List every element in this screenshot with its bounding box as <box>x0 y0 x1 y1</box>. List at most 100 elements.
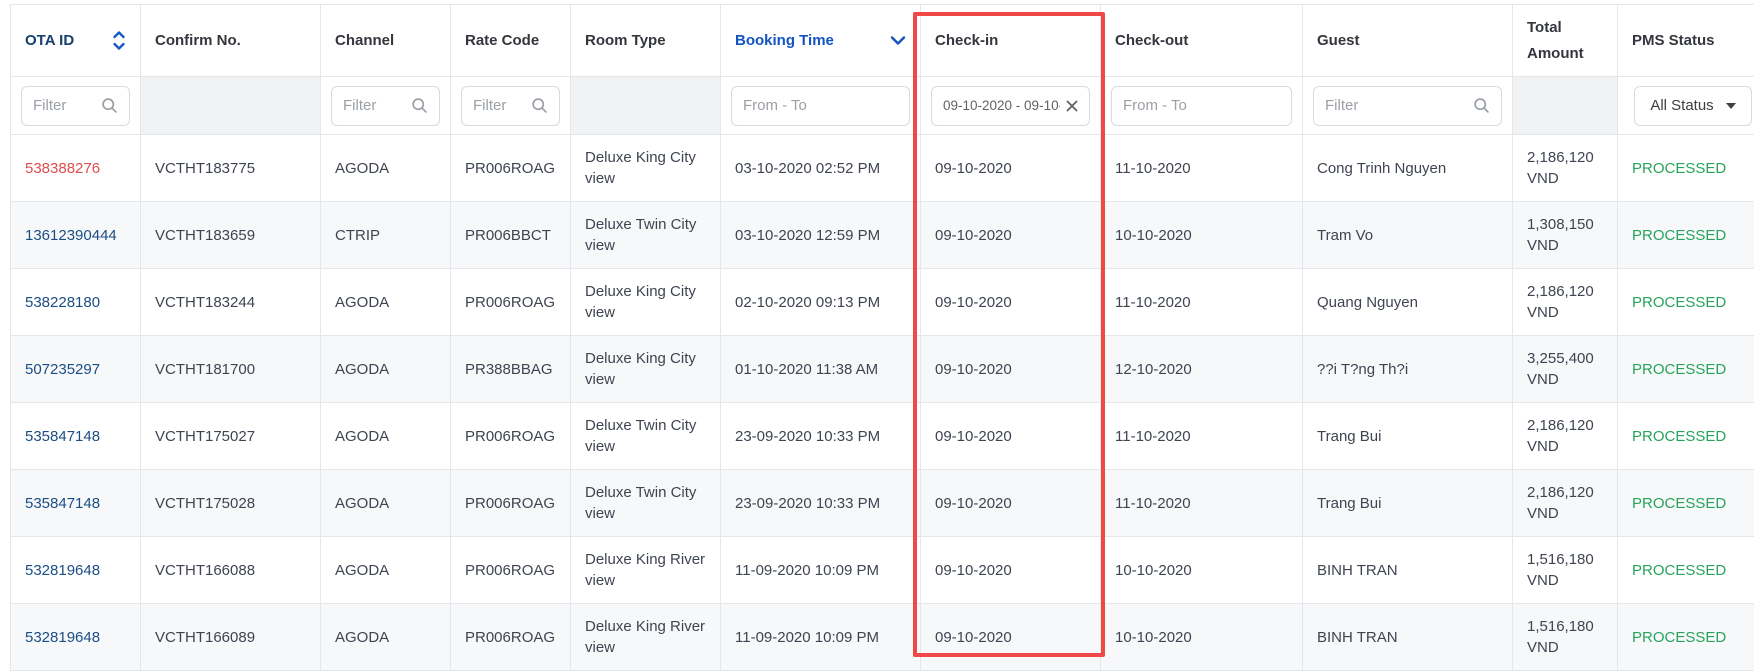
cell-check-in: 09-10-2020 <box>920 402 1101 470</box>
pms-status-select[interactable]: All Status <box>1634 85 1752 126</box>
cell-rate-code: PR006ROAG <box>450 402 571 470</box>
cell-pms-status: PROCESSED <box>1617 134 1754 202</box>
status-badge: PROCESSED <box>1632 628 1727 646</box>
ota-id-header-label: OTA ID <box>25 31 75 49</box>
cell-total-amount: 2,186,120 VND <box>1512 469 1618 537</box>
cell-channel: AGODA <box>320 469 451 537</box>
cell-room-type: Deluxe King City view <box>570 335 721 403</box>
cell-channel: AGODA <box>320 402 451 470</box>
cell-guest: ??i T?ng Th?i <box>1302 335 1513 403</box>
check-in-range-value[interactable]: 09-10-2020 - 09-10-202 <box>943 98 1060 113</box>
cell-pms-status: PROCESSED <box>1617 201 1754 269</box>
search-icon <box>411 97 428 114</box>
cell-channel: AGODA <box>320 134 451 202</box>
column-header-booking-time: Booking Time <box>720 4 921 77</box>
cell-guest: Quang Nguyen <box>1302 268 1513 336</box>
table-row: 13612390444 VCTHT183659 CTRIP PR006BBCT … <box>10 201 1754 269</box>
cell-ota-id: 535847148 <box>10 402 141 470</box>
column-header-rate-code: Rate Code <box>450 4 571 77</box>
check-out-range-input[interactable] <box>1123 97 1280 114</box>
cell-channel: AGODA <box>320 335 451 403</box>
ota-id-link[interactable]: 538388276 <box>25 159 101 177</box>
cell-confirm-no: VCTHT175027 <box>140 402 321 470</box>
ota-id-link[interactable]: 532819648 <box>25 628 101 646</box>
column-header-check-in: Check-in <box>920 4 1101 77</box>
rate-code-filter-input[interactable] <box>473 97 525 114</box>
cell-check-out: 10-10-2020 <box>1100 201 1303 269</box>
table-row: 532819648 VCTHT166089 AGODA PR006ROAG De… <box>10 603 1754 671</box>
cell-rate-code: PR388BBAG <box>450 335 571 403</box>
cell-room-type: Deluxe King City view <box>570 268 721 336</box>
cell-confirm-no: VCTHT183775 <box>140 134 321 202</box>
cell-booking-time: 23-09-2020 10:33 PM <box>720 469 921 537</box>
cell-ota-id: 13612390444 <box>10 201 141 269</box>
cell-total-amount: 1,516,180 VND <box>1512 603 1618 671</box>
caret-down-icon <box>1725 102 1736 109</box>
cell-total-amount: 2,186,120 VND <box>1512 134 1618 202</box>
check-in-filter-cell: 09-10-2020 - 09-10-202 <box>920 76 1101 135</box>
channel-filter-cell <box>320 76 451 135</box>
check-in-range-filter[interactable]: 09-10-2020 - 09-10-202 <box>931 85 1090 126</box>
guest-filter[interactable] <box>1313 85 1502 126</box>
booking-time-range-input[interactable] <box>743 97 898 114</box>
cell-guest: Tram Vo <box>1302 201 1513 269</box>
search-icon <box>1473 97 1490 114</box>
guest-filter-cell <box>1302 76 1513 135</box>
bookings-table-wrap: OTA ID Confirm No. Channel Rate Code Roo… <box>0 4 1754 672</box>
room-type-filter-cell <box>570 76 721 135</box>
cell-guest: Trang Bui <box>1302 402 1513 470</box>
table-body: 538388276 VCTHT183775 AGODA PR006ROAG De… <box>10 134 1754 671</box>
cell-channel: AGODA <box>320 603 451 671</box>
cell-rate-code: PR006ROAG <box>450 603 571 671</box>
cell-guest: Cong Trinh Nguyen <box>1302 134 1513 202</box>
chevron-down-icon[interactable] <box>890 35 906 46</box>
ota-id-link[interactable]: 535847148 <box>25 494 101 512</box>
channel-filter-input[interactable] <box>343 97 405 114</box>
cell-confirm-no: VCTHT183244 <box>140 268 321 336</box>
channel-filter[interactable] <box>331 85 440 126</box>
cell-check-in: 09-10-2020 <box>920 134 1101 202</box>
rate-code-filter-cell <box>450 76 571 135</box>
table-row: 532819648 VCTHT166088 AGODA PR006ROAG De… <box>10 536 1754 604</box>
clear-icon[interactable] <box>1066 100 1078 112</box>
table-row: 535847148 VCTHT175027 AGODA PR006ROAG De… <box>10 402 1754 470</box>
check-out-range-filter[interactable] <box>1111 85 1292 126</box>
cell-booking-time: 02-10-2020 09:13 PM <box>720 268 921 336</box>
cell-channel: CTRIP <box>320 201 451 269</box>
cell-guest: BINH TRAN <box>1302 603 1513 671</box>
ota-id-link[interactable]: 535847148 <box>25 427 101 445</box>
cell-total-amount: 2,186,120 VND <box>1512 268 1618 336</box>
column-header-channel: Channel <box>320 4 451 77</box>
column-header-confirm-no: Confirm No. <box>140 4 321 77</box>
cell-ota-id: 535847148 <box>10 469 141 537</box>
ota-id-link[interactable]: 13612390444 <box>25 226 117 244</box>
ota-id-filter[interactable] <box>21 85 130 126</box>
cell-pms-status: PROCESSED <box>1617 469 1754 537</box>
status-badge: PROCESSED <box>1632 226 1727 244</box>
ota-id-link[interactable]: 538228180 <box>25 293 101 311</box>
cell-room-type: Deluxe Twin City view <box>570 201 721 269</box>
cell-pms-status: PROCESSED <box>1617 268 1754 336</box>
cell-rate-code: PR006BBCT <box>450 201 571 269</box>
cell-confirm-no: VCTHT166089 <box>140 603 321 671</box>
check-out-filter-cell <box>1100 76 1303 135</box>
cell-room-type: Deluxe King City view <box>570 134 721 202</box>
table-row: 538228180 VCTHT183244 AGODA PR006ROAG De… <box>10 268 1754 336</box>
ota-id-link[interactable]: 532819648 <box>25 561 101 579</box>
cell-pms-status: PROCESSED <box>1617 603 1754 671</box>
rate-code-filter[interactable] <box>461 85 560 126</box>
guest-filter-input[interactable] <box>1325 97 1467 114</box>
booking-time-range-filter[interactable] <box>731 85 910 126</box>
cell-check-out: 12-10-2020 <box>1100 335 1303 403</box>
cell-check-out: 11-10-2020 <box>1100 469 1303 537</box>
status-badge: PROCESSED <box>1632 427 1727 445</box>
cell-check-out: 10-10-2020 <box>1100 536 1303 604</box>
cell-check-in: 09-10-2020 <box>920 335 1101 403</box>
booking-time-header-label[interactable]: Booking Time <box>735 31 834 49</box>
cell-check-out: 11-10-2020 <box>1100 402 1303 470</box>
ota-id-filter-input[interactable] <box>33 97 95 114</box>
cell-rate-code: PR006ROAG <box>450 268 571 336</box>
ota-id-link[interactable]: 507235297 <box>25 360 101 378</box>
cell-total-amount: 1,516,180 VND <box>1512 536 1618 604</box>
sort-icon[interactable] <box>112 30 126 51</box>
